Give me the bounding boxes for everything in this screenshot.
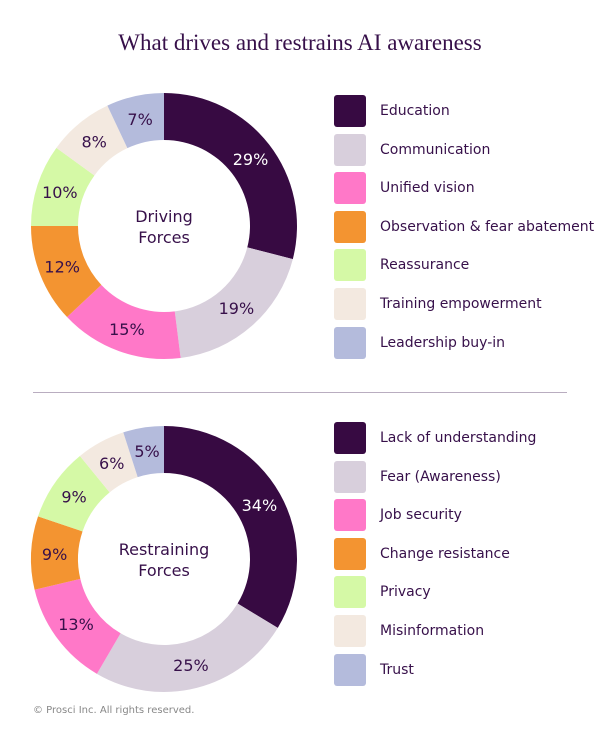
- donut-slice: [174, 247, 293, 358]
- donut-center-label: Forces: [138, 228, 190, 247]
- copyright-footer: © Prosci Inc. All rights reserved.: [33, 705, 195, 716]
- donut-slice: [34, 578, 121, 674]
- legend-swatch: [334, 460, 366, 493]
- legend-swatch: [334, 576, 366, 609]
- slice-data-label: 6%: [99, 454, 124, 473]
- legend-swatch: [334, 210, 366, 243]
- legend-swatch: [334, 95, 366, 127]
- legend-item: Reassurance: [334, 249, 470, 282]
- slice-data-label: 19%: [219, 299, 255, 318]
- slice-data-label: 9%: [61, 488, 86, 507]
- donut-center-label: Driving: [135, 207, 193, 226]
- donut-slice: [30, 516, 83, 590]
- legend-label: Unified vision: [380, 180, 475, 197]
- legend-label: Communication: [380, 141, 491, 158]
- legend-swatch: [334, 615, 366, 647]
- legend-item: Misinformation: [334, 615, 484, 647]
- legend-swatch: [334, 653, 366, 686]
- legend-swatch: [334, 499, 366, 532]
- donut-slice: [164, 93, 297, 260]
- slice-data-label: 12%: [44, 257, 80, 276]
- donut-center-label: Restraining: [119, 540, 210, 559]
- slice-data-label: 9%: [42, 545, 67, 564]
- legend-label: Fear (Awareness): [380, 468, 501, 485]
- slice-data-label: 25%: [173, 656, 209, 675]
- legend-label: Lack of understanding: [380, 430, 537, 446]
- slice-data-label: 34%: [242, 496, 278, 515]
- legend-item: Education: [334, 95, 450, 127]
- slice-data-label: 5%: [134, 442, 159, 461]
- legend-item: Communication: [334, 133, 491, 166]
- donut-slice: [31, 226, 102, 318]
- donut-slice: [31, 147, 95, 226]
- legend-swatch: [334, 249, 366, 282]
- legend-label: Change resistance: [380, 545, 510, 562]
- slice-data-label: 15%: [109, 320, 145, 339]
- donut-slice: [107, 93, 164, 149]
- donut-slice: [96, 603, 278, 692]
- legend-label: Reassurance: [380, 257, 470, 274]
- legend-label: Observation & fear abatement: [380, 218, 595, 235]
- donut-slice: [67, 284, 181, 359]
- donut-center-label: Forces: [138, 561, 190, 580]
- legend-label: Training empowerment: [380, 296, 542, 312]
- legend-item: Change resistance: [334, 537, 510, 570]
- legend-item: Privacy: [334, 576, 431, 609]
- legend-item: Lack of understanding: [334, 422, 536, 454]
- legend-item: Job security: [334, 499, 462, 532]
- slice-data-label: 8%: [82, 133, 107, 152]
- legend-item: Fear (Awareness): [334, 460, 501, 493]
- legend-item: Trust: [334, 653, 414, 686]
- restraining-forces-donut: 34% 25% 13% 9% 9% 6% 5% Restraining Forces: [30, 426, 297, 692]
- chart-title: What drives and restrains AI awareness: [118, 30, 482, 55]
- slice-data-label: 10%: [42, 183, 78, 202]
- donut-slice: [164, 426, 297, 628]
- legend-swatch: [334, 537, 366, 570]
- slice-data-label: 29%: [233, 150, 269, 169]
- donut-slice: [38, 455, 110, 532]
- donut-slice: [56, 105, 128, 176]
- legend-label: Privacy: [380, 584, 431, 601]
- legend-swatch: [334, 422, 366, 454]
- legend-label: Misinformation: [380, 623, 485, 639]
- slice-data-label: 7%: [127, 110, 152, 129]
- donut-slice: [79, 432, 138, 493]
- legend-item: Unified vision: [334, 172, 475, 205]
- legend-swatch: [334, 172, 366, 205]
- driving-forces-donut: 29% 19% 15% 12% 10% 8% 7% Driving Forces: [31, 93, 297, 359]
- legend-item: Training empowerment: [334, 288, 542, 320]
- slice-data-label: 13%: [58, 615, 94, 634]
- legend-label: Job security: [380, 507, 462, 524]
- legend-label: Leadership buy-in: [380, 334, 506, 351]
- section-divider: [33, 392, 567, 393]
- legend-swatch: [334, 133, 366, 166]
- donut-slice: [123, 426, 164, 478]
- legend-item: Leadership buy-in: [334, 326, 506, 359]
- legend-label: Education: [380, 103, 450, 119]
- legend-item: Observation & fear abatement: [334, 210, 595, 243]
- legend-swatch: [334, 288, 366, 320]
- legend-swatch: [334, 326, 366, 359]
- legend-label: Trust: [380, 661, 414, 678]
